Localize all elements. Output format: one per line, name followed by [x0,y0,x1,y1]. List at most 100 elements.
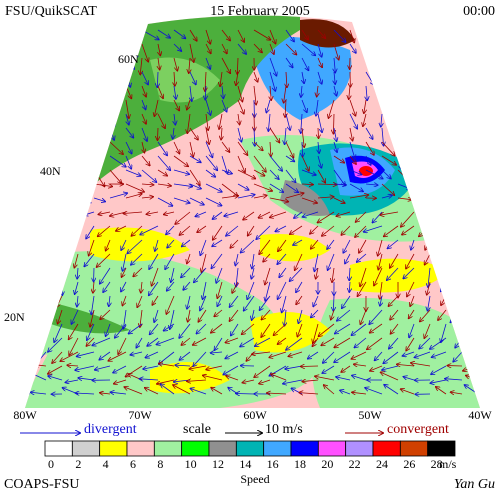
wind-arrow [126,113,129,125]
wind-arrow [302,141,303,157]
wind-arrow [411,239,415,250]
wind-arrow [301,85,302,97]
wind-arrow [270,141,271,156]
wind-arrow [173,141,179,154]
wind-arrow [256,225,271,239]
wind-arrow [297,323,303,337]
wind-arrow [453,281,463,291]
wind-arrow [445,183,462,195]
wind-arrow [461,141,467,156]
wind-arrow [380,295,382,306]
wind-arrow [133,267,143,276]
wind-arrow [317,43,322,57]
wind-arrow [152,295,159,305]
wind-arrow [226,225,239,236]
wind-arrow [109,99,115,117]
wind-arrow [75,393,95,394]
wind-arrow [157,197,173,206]
wind-arrow [334,337,351,347]
wind-arrow [221,127,222,140]
colorbar-tick-label: 14 [239,457,251,471]
wind-arrow [160,384,175,395]
wind-arrow [382,365,399,370]
wind-arrow [211,388,223,395]
wind-arrow [381,195,392,198]
wind-arrow [403,377,415,381]
wind-arrow [380,281,382,299]
wind-arrow [278,281,287,299]
wind-arrow [318,127,319,138]
wind-arrow [453,351,463,362]
wind-arrow [402,225,415,235]
wind-arrow [164,212,175,214]
wind-arrow [44,57,46,74]
wind-arrow [213,225,223,240]
wind-arrow [466,337,479,349]
wind-arrow [203,375,223,381]
wind-arrow [194,267,207,282]
wind-arrow [390,309,399,320]
wind-arrow [424,323,431,338]
wind-arrow [296,295,303,304]
wind-arrow [255,337,271,346]
wind-arrow [167,239,175,248]
wind-arrow [229,309,239,321]
wind-arrow [93,99,97,112]
wind-arrow [363,113,367,126]
wind-arrow [349,141,355,159]
wind-arrow [157,85,163,98]
wind-arrow [141,155,150,166]
wind-arrow [301,29,308,40]
wind-arrow [265,281,271,301]
wind-arrow [360,309,367,324]
wind-arrow [183,281,191,290]
colorbar-swatch [99,440,128,457]
wind-arrow [237,183,249,190]
wind-arrow [323,351,335,363]
longitude-label: 60W [243,408,267,422]
wind-arrow [25,211,31,219]
wind-arrow [397,141,404,152]
wind-arrow [445,155,459,171]
wind-arrow [254,365,271,377]
wind-arrow [241,239,255,253]
wind-arrow [221,43,227,53]
wind-arrow [357,253,367,262]
wind-arrow [316,99,318,116]
wind-arrow [131,253,143,265]
wind-arrow [54,323,63,342]
wind-arrow [25,239,31,257]
wind-arrow [477,113,480,131]
wind-arrow [244,295,255,311]
wind-arrow [205,169,215,177]
wind-arrow [212,211,223,219]
wind-arrow [78,127,79,141]
wind-arrow [370,365,383,371]
wind-arrow [174,85,176,99]
wind-arrow [61,141,71,159]
wind-arrow [189,183,201,189]
wind-arrow [349,183,363,191]
wind-arrow [173,385,191,395]
wind-arrow [333,155,344,163]
wind-arrow [89,239,95,256]
wind-arrow [476,99,478,118]
wind-arrow [450,309,463,322]
wind-arrow [431,239,447,253]
longitude-label: 70W [128,408,152,422]
wind-arrow [61,99,68,114]
wind-arrow [25,337,31,343]
wind-arrow [30,57,31,77]
wind-arrow [416,212,431,214]
wind-arrow [321,337,335,345]
wind-arrow [125,127,133,138]
wind-arrow [322,225,335,236]
wind-arrow [77,71,78,89]
wind-arrow [157,113,165,128]
wind-arrow [381,372,399,381]
wind-arrow [237,43,246,54]
wind-arrow [40,309,47,328]
wind-arrow [50,225,63,238]
wind-arrow [381,43,388,52]
wind-arrow [261,323,271,337]
